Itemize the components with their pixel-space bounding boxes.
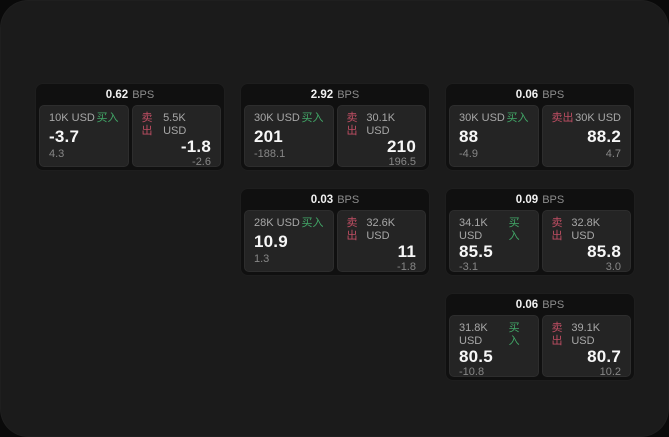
sell-amount: 39.1K USD [571, 322, 601, 347]
buy-panel[interactable]: 30K USD 买入 201 -188.1 [244, 105, 334, 167]
side-panels: 28K USD 买入 10.9 1.3 卖出 32.6K USD 11 -1.8 [244, 210, 426, 273]
side-panels: 30K USD 买入 88 -4.9 卖出 30K USD 88.2 4.7 [449, 105, 631, 167]
bps-unit-label: BPS [542, 193, 565, 206]
buy-price: 88 [459, 126, 479, 146]
sell-side-label: 卖出 [551, 322, 563, 347]
buy-panel[interactable]: 10K USD 买入 -3.7 4.3 [39, 105, 129, 167]
side-panels: 31.8K USD 买入 80.5 -10.8 卖出 39.1K USD 80.… [449, 315, 631, 378]
quote-cards-grid: 0.62 BPS 10K USD 买入 -3.7 4.3 卖出 5.5K USD [35, 83, 635, 381]
buy-panel[interactable]: 28K USD 买入 10.9 1.3 [244, 210, 334, 272]
quote-card[interactable]: 2.92 BPS 30K USD 买入 201 -188.1 卖出 30.1K … [240, 83, 430, 171]
sell-side-label: 卖出 [141, 112, 153, 137]
sell-panel[interactable]: 卖出 30K USD 88.2 4.7 [541, 105, 631, 167]
side-panels: 10K USD 买入 -3.7 4.3 卖出 5.5K USD -1.8 -2.… [39, 105, 221, 168]
sell-amount: 30K USD [575, 112, 621, 124]
bps-value: 0.62 [105, 88, 129, 101]
buy-amount: 30K USD [459, 112, 505, 124]
sell-price: -1.8 [180, 137, 211, 156]
buy-amount: 31.8K USD [459, 322, 488, 347]
bps-unit-label: BPS [337, 88, 360, 101]
sell-amount: 32.8K USD [571, 217, 601, 242]
buy-side-label: 买入 [96, 112, 119, 124]
buy-amount: 28K USD [254, 217, 300, 229]
bps-unit-label: BPS [132, 88, 155, 101]
buy-delta: 1.3 [254, 253, 270, 265]
bps-value: 0.06 [515, 88, 539, 101]
side-panels: 30K USD 买入 201 -188.1 卖出 30.1K USD 210 1… [244, 105, 426, 168]
sell-amount: 32.6K USD [366, 217, 396, 242]
card-header: 0.06 BPS [449, 84, 631, 105]
quote-card[interactable]: 0.06 BPS 30K USD 买入 88 -4.9 卖出 30K USD [445, 83, 635, 171]
card-header: 0.03 BPS [244, 189, 426, 210]
sell-side-label: 卖出 [551, 217, 563, 242]
buy-side-label: 买入 [301, 217, 324, 229]
quote-card[interactable]: 0.03 BPS 28K USD 买入 10.9 1.3 卖出 32.6K US… [240, 188, 430, 276]
sell-price: 11 [397, 242, 416, 261]
buy-amount: 30K USD [254, 112, 300, 124]
sell-side-label: 卖出 [551, 112, 574, 124]
bps-unit-label: BPS [337, 193, 360, 206]
sell-price: 85.8 [587, 242, 621, 261]
sell-side-label: 卖出 [346, 112, 358, 137]
buy-panel[interactable]: 31.8K USD 买入 80.5 -10.8 [449, 315, 539, 378]
quote-card[interactable]: 0.62 BPS 10K USD 买入 -3.7 4.3 卖出 5.5K USD [35, 83, 225, 171]
sell-amount: 5.5K USD [163, 112, 187, 137]
sell-delta: -2.6 [192, 156, 211, 168]
sell-delta: 4.7 [605, 148, 621, 160]
buy-side-label: 买入 [508, 322, 520, 347]
sell-price: 80.7 [587, 347, 621, 366]
card-header: 2.92 BPS [244, 84, 426, 105]
buy-amount: 10K USD [49, 112, 95, 124]
bps-value: 0.09 [515, 193, 539, 206]
sell-delta: 3.0 [605, 261, 621, 273]
side-panels: 34.1K USD 买入 85.5 -3.1 卖出 32.8K USD 85.8… [449, 210, 631, 273]
sell-side-label: 卖出 [346, 217, 358, 242]
quote-card[interactable]: 0.06 BPS 31.8K USD 买入 80.5 -10.8 卖出 39.1… [445, 293, 635, 381]
quote-card[interactable]: 0.09 BPS 34.1K USD 买入 85.5 -3.1 卖出 32.8K… [445, 188, 635, 276]
card-header: 0.06 BPS [449, 294, 631, 315]
bps-unit-label: BPS [542, 88, 565, 101]
buy-price: 80.5 [459, 347, 493, 366]
buy-delta: -4.9 [459, 148, 478, 160]
bps-value: 0.06 [515, 298, 539, 311]
bps-value: 2.92 [310, 88, 334, 101]
sell-price: 210 [387, 137, 416, 156]
sell-panel[interactable]: 卖出 32.6K USD 11 -1.8 [336, 210, 426, 273]
buy-delta: -3.1 [459, 261, 478, 273]
buy-panel[interactable]: 30K USD 买入 88 -4.9 [449, 105, 539, 167]
buy-amount: 34.1K USD [459, 217, 488, 242]
sell-delta: -1.8 [397, 261, 416, 273]
buy-panel[interactable]: 34.1K USD 买入 85.5 -3.1 [449, 210, 539, 273]
buy-delta: -10.8 [459, 366, 485, 378]
sell-price: 88.2 [587, 126, 621, 146]
buy-price: -3.7 [49, 126, 80, 146]
bps-value: 0.03 [310, 193, 334, 206]
buy-side-label: 买入 [506, 112, 529, 124]
sell-panel[interactable]: 卖出 39.1K USD 80.7 10.2 [541, 315, 631, 378]
bps-unit-label: BPS [542, 298, 565, 311]
buy-price: 10.9 [254, 231, 288, 251]
sell-panel[interactable]: 卖出 32.8K USD 85.8 3.0 [541, 210, 631, 273]
buy-delta: -188.1 [254, 148, 286, 160]
card-header: 0.62 BPS [39, 84, 221, 105]
sell-delta: 10.2 [599, 366, 621, 378]
sell-delta: 196.5 [388, 156, 416, 168]
sell-panel[interactable]: 卖出 30.1K USD 210 196.5 [336, 105, 426, 168]
buy-price: 85.5 [459, 242, 493, 261]
buy-side-label: 买入 [301, 112, 324, 124]
card-header: 0.09 BPS [449, 189, 631, 210]
buy-price: 201 [254, 126, 283, 146]
buy-side-label: 买入 [508, 217, 520, 242]
buy-delta: 4.3 [49, 148, 65, 160]
sell-amount: 30.1K USD [366, 112, 396, 137]
sell-panel[interactable]: 卖出 5.5K USD -1.8 -2.6 [131, 105, 221, 168]
